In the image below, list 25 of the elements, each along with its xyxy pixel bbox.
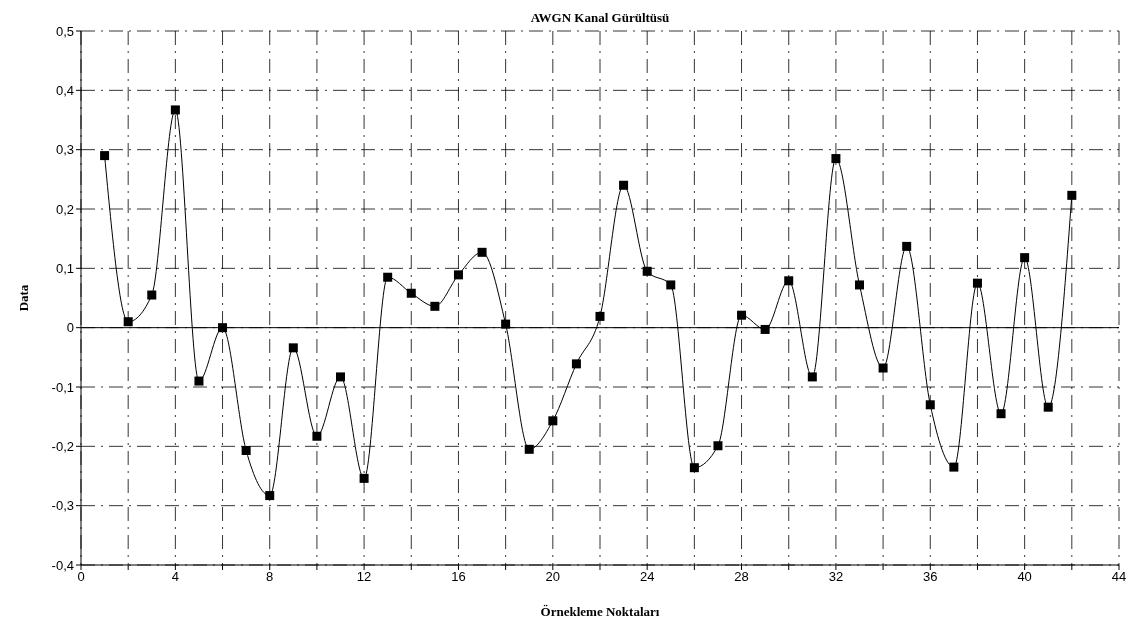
y-tick-label: -0,3 [51,498,74,514]
y-tick-label: 0,1 [55,260,74,276]
x-tick-label: 4 [171,569,179,585]
y-tick-label: -0,4 [51,557,74,573]
x-axis-title: Örnekleme Noktaları [540,604,660,619]
x-tick-label: 20 [545,569,561,585]
x-tick-label: 12 [356,569,372,585]
x-tick-label: 8 [266,569,274,585]
x-tick-label: 44 [1111,569,1127,585]
y-tick-label: 0,4 [55,82,74,98]
x-tick-label: 40 [1017,569,1032,585]
x-tick-label: 36 [923,569,938,585]
y-axis-title: Data [15,284,31,312]
x-tick-label: 16 [451,569,466,585]
y-tick-label: 0,5 [55,23,74,39]
x-tick-label: 32 [828,569,844,585]
x-tick-label: 28 [734,569,749,585]
y-tick-label: -0,1 [51,379,74,395]
y-tick-label: -0,2 [51,438,74,454]
y-tick-label: 0 [66,320,74,336]
y-tick-label: 0,2 [55,201,74,217]
x-tick-label: 24 [639,569,655,585]
y-tick-label: 0,3 [55,142,74,158]
chart-title: AWGN Kanal Gürültüsü [529,10,671,26]
x-tick-label: 0 [77,569,85,585]
